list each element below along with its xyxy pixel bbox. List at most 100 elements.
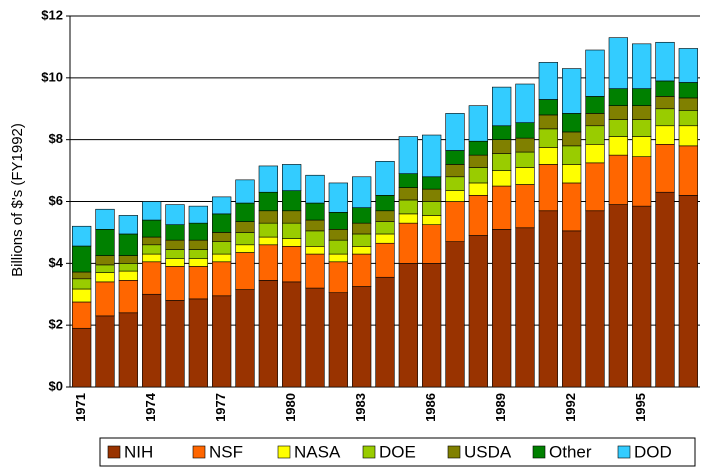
bar-segment xyxy=(235,252,255,290)
bar-segment xyxy=(305,253,325,289)
bar-segment xyxy=(562,230,582,388)
bar-segment xyxy=(165,300,185,388)
bar-segment xyxy=(398,263,418,388)
y-tick-label: $0 xyxy=(49,378,63,393)
bar-segment xyxy=(608,136,628,156)
legend-swatch xyxy=(277,445,291,459)
bar-segment xyxy=(562,113,582,133)
x-tick-label: 1992 xyxy=(563,393,578,422)
x-tick-label: 1980 xyxy=(283,393,298,422)
y-tick-label: $2 xyxy=(49,317,63,332)
bar-segment xyxy=(235,179,255,204)
bar-segment xyxy=(678,125,698,147)
bar-segment xyxy=(468,195,488,236)
bar-segment xyxy=(212,213,232,233)
bar-segment xyxy=(142,244,162,255)
bar-segment xyxy=(95,281,115,317)
bar-segment xyxy=(352,253,372,287)
bar-segment xyxy=(398,173,418,188)
bar-segment xyxy=(608,154,628,205)
bar-segment xyxy=(95,208,115,230)
bar-segment xyxy=(375,161,395,196)
bar-segment xyxy=(95,315,115,388)
bar-segment xyxy=(165,266,185,301)
bar-segment xyxy=(468,235,488,388)
bar-segment xyxy=(165,224,185,241)
bar-segment xyxy=(352,176,372,208)
bar-segment xyxy=(258,165,278,193)
bar-segment xyxy=(538,210,558,388)
bar-segment xyxy=(118,233,138,256)
legend-label: NIH xyxy=(124,442,153,461)
bar-segment xyxy=(142,261,162,295)
bar-segment xyxy=(492,185,512,230)
bar-segment xyxy=(468,182,488,196)
bar-segment xyxy=(515,83,535,123)
bar-segment xyxy=(492,125,512,140)
bar-segment xyxy=(95,255,115,266)
bar-segment xyxy=(95,264,115,273)
bar-segment xyxy=(538,128,558,148)
bar-segment xyxy=(72,225,92,247)
legend-label: NASA xyxy=(294,442,341,461)
bar-segment xyxy=(632,88,652,106)
bar-segment xyxy=(678,195,698,388)
bar-segment xyxy=(305,246,325,255)
bar-segment xyxy=(375,242,395,278)
bar-segment xyxy=(328,239,348,255)
x-tick-label: 1971 xyxy=(73,393,88,422)
bar-segment xyxy=(632,205,652,388)
bar-segment xyxy=(655,80,675,97)
bar-segment xyxy=(608,204,628,388)
bar-segment xyxy=(422,215,442,225)
bar-segment xyxy=(305,174,325,204)
bar-segment xyxy=(72,245,92,273)
bar-segment xyxy=(352,222,372,235)
bar-segment xyxy=(235,232,255,246)
bar-segment xyxy=(515,137,535,153)
bar-segment xyxy=(188,266,208,300)
bar-segment xyxy=(608,119,628,137)
bar-segment xyxy=(165,239,185,250)
bar-segment xyxy=(282,190,302,212)
bar-segment xyxy=(375,195,395,212)
bar-segment xyxy=(282,164,302,191)
bar-segment xyxy=(188,205,208,224)
bar-segment xyxy=(375,221,395,235)
bar-segment xyxy=(258,222,278,238)
bar-segment xyxy=(212,232,232,242)
bar-segment xyxy=(165,249,185,259)
bar-segment xyxy=(328,253,348,263)
bar-segment xyxy=(445,241,465,388)
bar-segment xyxy=(468,105,488,142)
bar-segment xyxy=(328,212,348,230)
bar-segment xyxy=(678,97,698,111)
bar-segment xyxy=(562,164,582,184)
bar-segment xyxy=(235,289,255,388)
bar-segment xyxy=(632,136,652,157)
legend-label: USDA xyxy=(464,442,512,461)
bar-segment xyxy=(468,140,488,156)
bar-segment xyxy=(398,187,418,201)
bar-segment xyxy=(352,233,372,247)
bar-segment xyxy=(398,222,418,264)
bar-segment xyxy=(585,144,605,164)
legend-swatch xyxy=(532,445,546,459)
bar-segment xyxy=(375,233,395,244)
bar-segment xyxy=(305,287,325,388)
bar-segment xyxy=(678,82,698,99)
bar-segment xyxy=(328,229,348,241)
bar-segment xyxy=(562,182,582,232)
bar-segment xyxy=(538,99,558,116)
y-tick-label: $8 xyxy=(49,131,63,146)
bar-segment xyxy=(655,41,675,82)
bar-segment xyxy=(398,213,418,224)
bar-segment xyxy=(492,170,512,187)
bar-segment xyxy=(632,156,652,207)
bar-segment xyxy=(632,119,652,137)
bar-segment xyxy=(585,125,605,145)
bar-segment xyxy=(258,280,278,388)
bar-segment xyxy=(258,244,278,281)
bar-segment xyxy=(118,312,138,388)
